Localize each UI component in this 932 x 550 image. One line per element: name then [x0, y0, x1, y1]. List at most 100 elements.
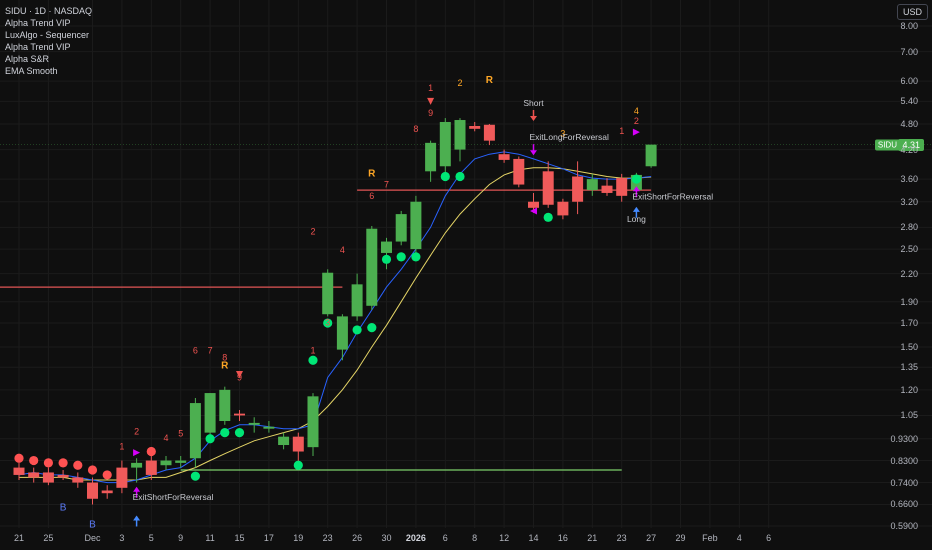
trend-dot [352, 325, 362, 335]
price-tick-label: 2.50 [900, 244, 918, 255]
candle-body [42, 472, 54, 483]
price-tick-label: 0.5900 [890, 521, 918, 531]
symbol-line[interactable]: SIDU · 1D · NASDAQ [5, 6, 93, 16]
sequencer-label: 5 [178, 429, 183, 439]
date-tick-label: 5 [148, 533, 154, 543]
signal-arrow-head [530, 150, 537, 156]
sequence-marker [133, 449, 141, 457]
sequencer-label: 1 [119, 441, 124, 451]
sequence-marker [427, 97, 435, 105]
indicator-alpha-trend-vip[interactable]: Alpha Trend VIP [5, 18, 71, 28]
price-tick-label: 3.20 [900, 196, 918, 207]
candle-body [351, 284, 363, 317]
candle-body [366, 228, 378, 306]
date-tick-label: 6 [766, 533, 772, 543]
candle-body [645, 144, 657, 167]
indicator-alpha-trend-vip-2[interactable]: Alpha Trend VIP [5, 42, 71, 52]
candle-body [248, 422, 260, 425]
date-tick-label: 16 [557, 533, 568, 543]
candle-body [87, 482, 98, 499]
price-tick-label: 7.00 [900, 46, 918, 57]
candle-body [116, 467, 128, 488]
sequencer-label: 2 [310, 226, 315, 236]
date-tick-label: 8 [472, 533, 478, 543]
trend-dot [308, 355, 318, 365]
sequencer-label: 3 [560, 128, 565, 138]
candle-body [483, 124, 495, 141]
price-tick-label: 1.05 [900, 410, 918, 421]
candle-body [528, 201, 539, 208]
candle-body [131, 462, 143, 468]
indicator-alpha-snr[interactable]: Alpha S&R [5, 54, 50, 64]
date-tick-label: Dec [84, 533, 101, 543]
candle-body [307, 396, 319, 448]
candle-body [586, 179, 598, 191]
price-tick-label: 6.00 [900, 76, 918, 87]
signal-label: ExitLongForReversal [530, 132, 609, 142]
signal-arrow-head [632, 206, 640, 212]
sequencer-label: 1 [428, 83, 433, 93]
trend-dot [102, 470, 112, 480]
date-tick-label: 9 [178, 533, 184, 543]
date-tick-label: 6 [442, 533, 448, 543]
sequencer-label: 4 [340, 245, 345, 255]
candle-body [28, 472, 40, 478]
candle-body [292, 436, 304, 452]
price-tick-label: 1.90 [900, 296, 918, 307]
sequencer-label: 2 [134, 427, 139, 437]
signal-label: ExitShortForReversal [632, 191, 713, 201]
trend-dot [455, 171, 465, 182]
date-tick-label: 21 [587, 533, 598, 543]
price-tick-label: 2.80 [900, 222, 918, 233]
date-tick-label: 19 [293, 533, 304, 543]
trend-dot [234, 428, 245, 438]
price-tick-label: 5.40 [900, 96, 918, 107]
candle-body [513, 158, 525, 185]
date-tick-label: 27 [646, 533, 657, 543]
sequencer-label: 2 [634, 116, 639, 126]
price-tick-label: 4.80 [900, 118, 918, 129]
date-tick-label: 4 [736, 533, 742, 543]
signal-label: ExitShortForReversal [133, 492, 214, 502]
sequencer-label: 2 [457, 78, 462, 88]
date-tick-label: 14 [528, 533, 539, 543]
trend-dot [73, 460, 83, 470]
signal-arrow-head [632, 186, 640, 192]
sequencer-label: 3 [325, 317, 330, 327]
candle-body [219, 389, 231, 422]
price-tick-label: 3.60 [900, 174, 918, 185]
trend-dot [396, 252, 406, 262]
trend-dot [543, 212, 553, 222]
last-price-symbol-badge: SIDU [874, 139, 900, 151]
candle-body [175, 460, 187, 463]
last-price-badge: 4.31 [898, 138, 924, 151]
price-tick-label: 1.70 [900, 318, 918, 329]
date-tick-label: 25 [43, 533, 54, 543]
trend-dot [146, 446, 156, 457]
sequence-marker [236, 370, 243, 378]
buy-label: B [89, 520, 96, 531]
candle-body [72, 477, 84, 483]
price-tick-label: 4.20 [900, 144, 918, 155]
sequencer-label: 9 [428, 108, 433, 118]
date-tick-label: 23 [616, 533, 627, 543]
date-tick-label: 30 [381, 533, 392, 543]
indicator-ema-smooth[interactable]: EMA Smooth [5, 66, 58, 76]
trend-dot [14, 453, 24, 463]
indicator-luxalgo-sequencer[interactable]: LuxAlgo - Sequencer [5, 30, 90, 40]
sequencer-label: 8 [222, 352, 227, 362]
trend-dot [440, 171, 450, 182]
trend-dot [323, 318, 333, 328]
date-tick-label: 17 [263, 533, 274, 543]
candle-body [425, 142, 437, 172]
candle-body [145, 460, 157, 475]
currency-button[interactable]: USD [896, 4, 928, 20]
date-tick-label: 3 [119, 533, 125, 543]
candle-body [381, 241, 392, 253]
candle-body [498, 154, 510, 160]
trend-dot [293, 460, 303, 470]
trend-dot [220, 428, 230, 438]
date-tick-label: 11 [205, 533, 215, 543]
candle-body [454, 120, 466, 150]
